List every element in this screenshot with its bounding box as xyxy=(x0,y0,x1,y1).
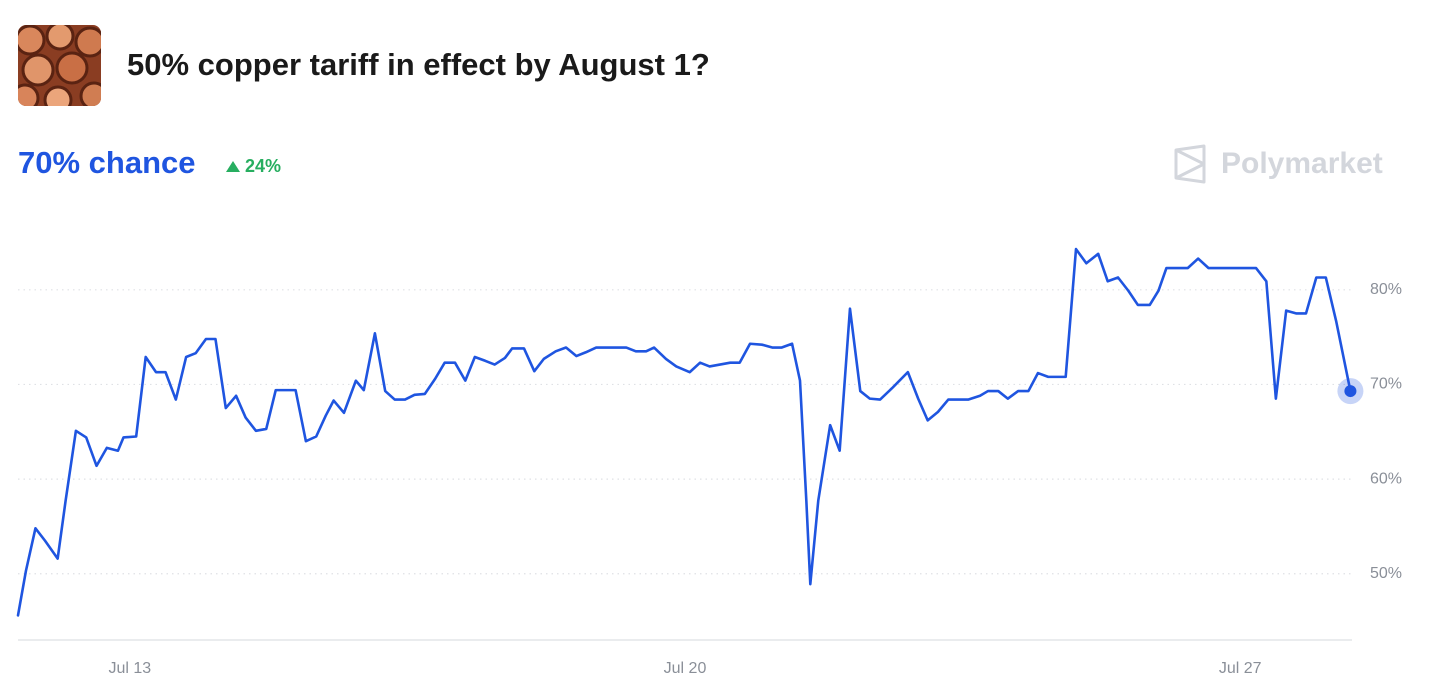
y-tick-label: 50% xyxy=(1370,565,1402,582)
y-tick-label: 80% xyxy=(1370,281,1402,298)
brand-logo xyxy=(1174,144,1206,184)
change-value: 24% xyxy=(245,156,281,176)
x-tick-label: Jul 27 xyxy=(1219,660,1262,677)
last-point xyxy=(1344,385,1357,398)
headline-chance: 70% chance xyxy=(18,145,196,180)
change-arrow xyxy=(226,161,240,172)
x-tick-label: Jul 13 xyxy=(108,660,151,677)
market-title: 50% copper tariff in effect by August 1? xyxy=(127,47,710,82)
y-tick-label: 70% xyxy=(1370,376,1402,393)
y-tick-label: 60% xyxy=(1370,470,1402,487)
price-line xyxy=(16,247,1352,617)
market-thumbnail xyxy=(18,25,101,106)
brand-name: Polymarket xyxy=(1221,147,1383,180)
x-tick-label: Jul 20 xyxy=(664,660,707,677)
